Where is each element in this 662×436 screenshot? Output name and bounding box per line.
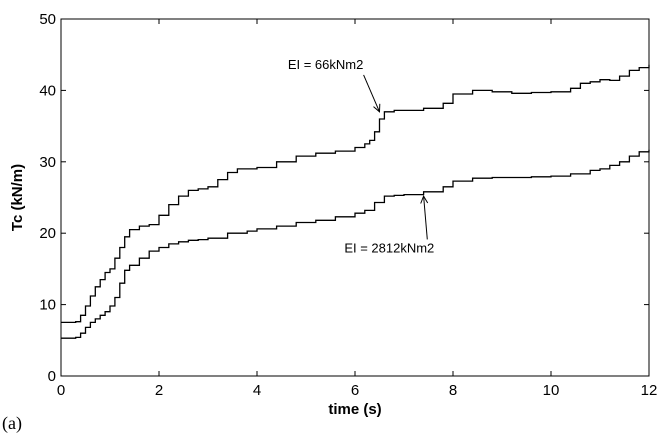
x-tick-label: 2 bbox=[155, 382, 163, 399]
x-tick-label: 10 bbox=[543, 382, 560, 399]
y-axis-label: Tc (kN/m) bbox=[9, 164, 26, 231]
x-axis-label: time (s) bbox=[328, 401, 381, 418]
annotation-arrow-head bbox=[420, 194, 429, 204]
y-tick-label: 40 bbox=[39, 82, 56, 99]
y-tick-label: 20 bbox=[39, 225, 56, 242]
annotation-arrow-line bbox=[363, 74, 380, 113]
y-tick-label: 0 bbox=[48, 368, 56, 385]
y-tick-label: 50 bbox=[39, 11, 56, 28]
y-tick-label: 30 bbox=[39, 154, 56, 171]
plot-frame bbox=[60, 18, 650, 377]
x-tick-label: 8 bbox=[449, 382, 457, 399]
series-line-1 bbox=[61, 149, 650, 339]
y-tick-label: 10 bbox=[39, 297, 56, 314]
x-tick-label: 4 bbox=[253, 382, 261, 399]
series-group bbox=[61, 64, 650, 339]
annotation-arrow-line bbox=[423, 196, 428, 240]
panel-label: (a) bbox=[2, 413, 22, 434]
annotation-label: EI = 2812kNm2 bbox=[344, 240, 434, 255]
x-tick-label: 6 bbox=[351, 382, 359, 399]
series-line-0 bbox=[61, 64, 650, 324]
annotation-label: EI = 66kNm2 bbox=[288, 57, 364, 72]
x-tick-label: 12 bbox=[641, 382, 658, 399]
annotations-group: EI = 66kNm2 EI = 2812kNm2 bbox=[288, 57, 434, 255]
annotation-arrow-head bbox=[373, 103, 381, 113]
axis-ticks: 0 2 4 6 8 10 12 0 10 20 30 40 50 bbox=[39, 11, 657, 399]
x-tick-label: 0 bbox=[57, 382, 65, 399]
